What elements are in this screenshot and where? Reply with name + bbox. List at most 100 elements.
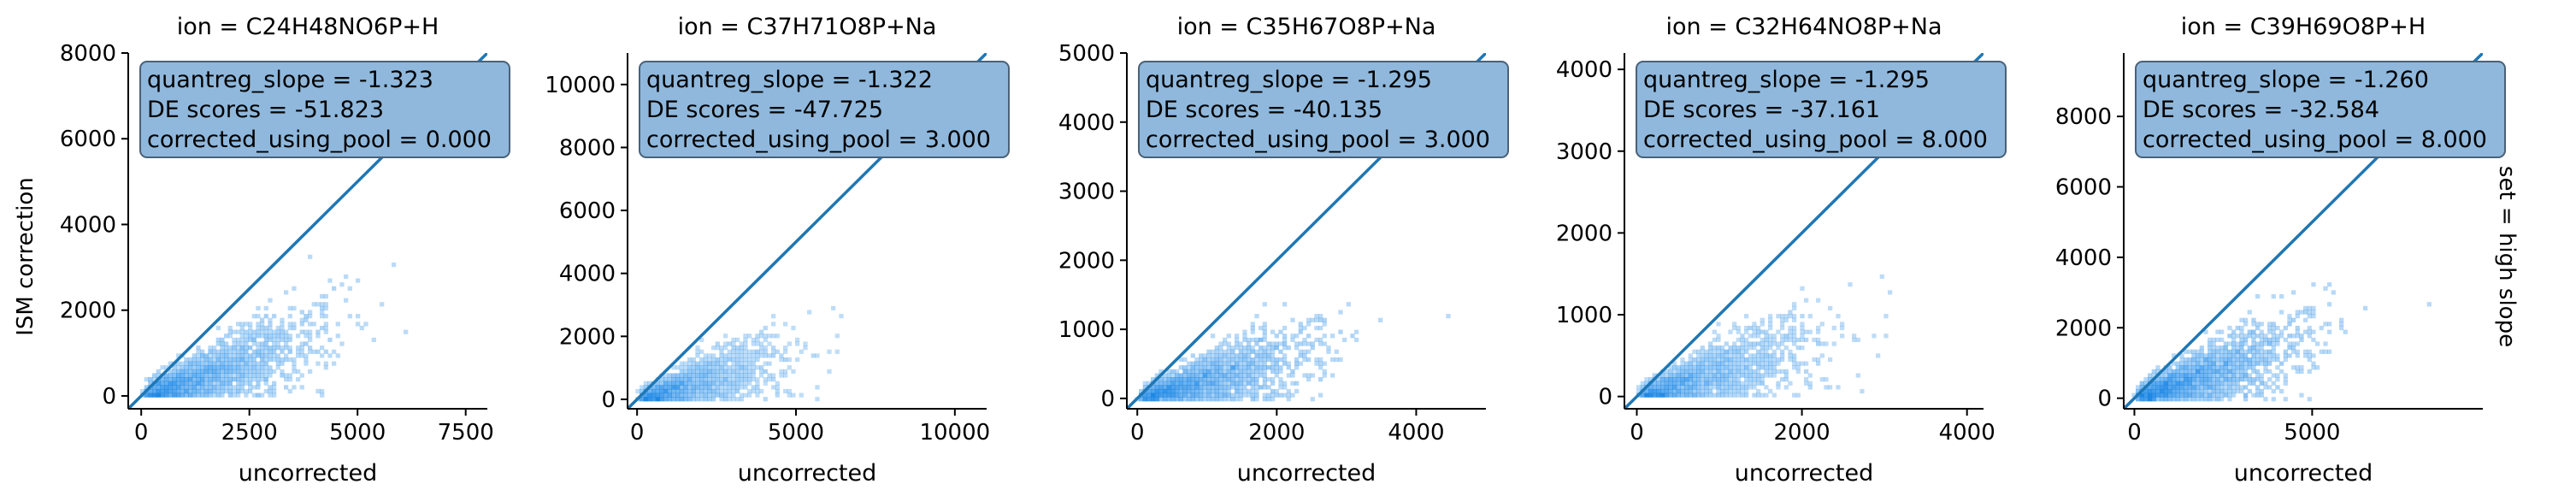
density-bin bbox=[1668, 385, 1673, 390]
density-bin bbox=[2184, 349, 2189, 354]
density-bin bbox=[1322, 373, 1327, 378]
density-bin bbox=[1716, 334, 1721, 339]
density-bin bbox=[200, 373, 205, 378]
density-bin bbox=[215, 325, 221, 331]
density-bin bbox=[236, 337, 241, 343]
density-bin bbox=[200, 361, 205, 366]
density-bin bbox=[1819, 377, 1824, 382]
density-bin bbox=[292, 385, 297, 390]
density-bin bbox=[787, 341, 792, 346]
density-bin bbox=[268, 325, 273, 331]
density-bin bbox=[2203, 365, 2208, 370]
density-bin bbox=[196, 369, 201, 374]
density-bin bbox=[667, 381, 672, 386]
density-bin bbox=[304, 341, 309, 346]
density-bin bbox=[1804, 381, 1809, 386]
density-bin bbox=[1142, 381, 1147, 386]
density-bin bbox=[1672, 361, 1677, 366]
density-bin bbox=[156, 369, 161, 374]
density-bin bbox=[2184, 357, 2189, 363]
density-bin bbox=[747, 393, 752, 398]
density-bin bbox=[1254, 361, 1259, 366]
density-bin bbox=[1250, 357, 1255, 363]
density-bin bbox=[260, 361, 265, 366]
density-bin bbox=[2167, 381, 2172, 386]
density-bin bbox=[1708, 385, 1713, 390]
density-bin bbox=[172, 365, 177, 370]
density-bin bbox=[1182, 369, 1188, 374]
density-bin bbox=[1660, 393, 1665, 398]
density-bin bbox=[256, 377, 261, 382]
density-bin bbox=[2219, 377, 2225, 382]
density-bin bbox=[1190, 381, 1195, 386]
density-bin bbox=[251, 334, 256, 339]
density-bin bbox=[2148, 388, 2153, 394]
density-bin bbox=[1824, 341, 1829, 346]
density-bin bbox=[735, 361, 740, 366]
density-bin bbox=[1760, 361, 1765, 366]
density-bin bbox=[683, 361, 688, 366]
density-bin bbox=[739, 341, 744, 346]
density-bin bbox=[268, 365, 273, 370]
density-bin bbox=[2199, 377, 2204, 382]
density-bin bbox=[2219, 361, 2225, 366]
density-bin bbox=[1250, 369, 1255, 374]
density-bin bbox=[1692, 385, 1697, 390]
density-bin bbox=[224, 334, 229, 339]
density-bin bbox=[1684, 373, 1689, 378]
density-bin bbox=[220, 349, 225, 354]
density-bin bbox=[1732, 365, 1737, 370]
density-bin bbox=[212, 353, 217, 358]
density-bin bbox=[2271, 293, 2276, 299]
density-bin bbox=[2235, 325, 2240, 331]
density-bin bbox=[227, 345, 233, 351]
density-bin bbox=[1680, 373, 1685, 378]
density-bin bbox=[2303, 310, 2308, 315]
density-bin bbox=[1235, 385, 1240, 390]
density-bin bbox=[2239, 361, 2244, 366]
density-bin bbox=[1720, 357, 1725, 363]
density-bin bbox=[308, 345, 313, 351]
density-bin bbox=[731, 341, 736, 346]
density-bin bbox=[208, 345, 213, 351]
density-bin bbox=[655, 388, 660, 394]
density-bin bbox=[707, 381, 712, 386]
density-bin bbox=[1688, 385, 1693, 390]
density-bin bbox=[2160, 393, 2165, 398]
density-bin bbox=[1716, 385, 1721, 390]
density-bin bbox=[1211, 349, 1216, 354]
density-bin bbox=[2255, 353, 2261, 358]
density-bin bbox=[1218, 349, 1223, 354]
density-bin bbox=[292, 305, 297, 311]
density-bin bbox=[715, 361, 720, 366]
density-bin bbox=[2172, 377, 2177, 382]
density-bin bbox=[2231, 365, 2237, 370]
density-bin bbox=[691, 361, 696, 366]
density-bin bbox=[2179, 385, 2184, 390]
density-bin bbox=[1676, 373, 1681, 378]
density-bin bbox=[280, 322, 285, 327]
density-bin bbox=[1175, 381, 1180, 386]
density-bin bbox=[1286, 388, 1291, 394]
density-bin bbox=[1756, 393, 1761, 398]
x-tick-label: 5000 bbox=[768, 420, 824, 446]
density-bin bbox=[2275, 385, 2280, 390]
density-bin bbox=[1250, 349, 1255, 354]
density-bin bbox=[1262, 365, 1267, 370]
density-bin bbox=[1154, 381, 1159, 386]
density-bin bbox=[268, 317, 273, 322]
density-bin bbox=[1768, 341, 1773, 346]
density-bin bbox=[687, 377, 693, 382]
density-bin bbox=[1736, 369, 1741, 374]
density-bin bbox=[1712, 369, 1717, 374]
density-bin bbox=[1282, 381, 1288, 386]
y-tick-label: 2000 bbox=[2055, 316, 2112, 341]
density-bin bbox=[2243, 393, 2249, 398]
density-bin bbox=[284, 377, 289, 382]
density-bin bbox=[763, 353, 768, 358]
density-bin bbox=[1724, 361, 1729, 366]
density-bin bbox=[1310, 373, 1315, 378]
density-bin bbox=[248, 388, 253, 394]
density-bin bbox=[1163, 377, 1168, 382]
density-bin bbox=[1736, 373, 1741, 378]
